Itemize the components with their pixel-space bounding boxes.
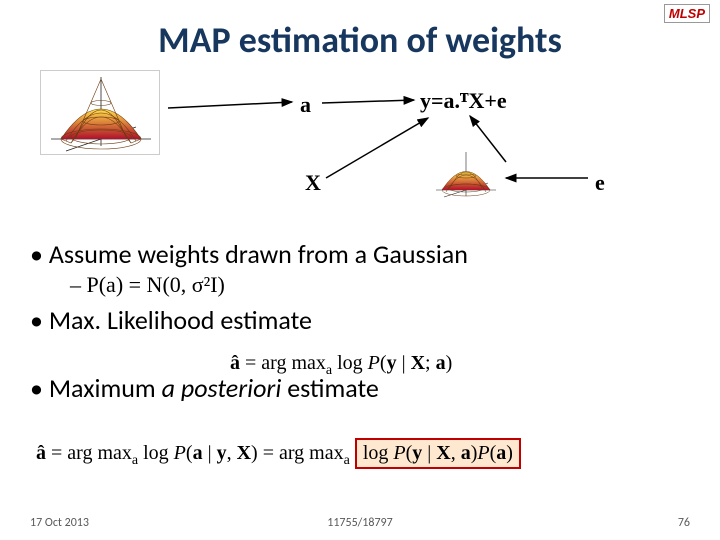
- footer-page-number: 76: [678, 516, 690, 530]
- sub-bullet-prior: – P(a) = N(0, σ²I): [70, 272, 690, 298]
- bullet-ml: • Max. Likelihood estimate: [30, 304, 690, 336]
- label-equation: y=a.ᵀX+e: [420, 88, 507, 114]
- bullet-list: • Assume weights drawn from a Gaussian –…: [30, 238, 690, 410]
- label-a: a: [300, 92, 311, 118]
- formula-map-boxed: log P(y | X, a)P(a): [355, 438, 521, 469]
- gaussian-figure-e: [430, 148, 502, 200]
- bullet-map-pre: • Maximum: [30, 372, 162, 404]
- diagram-area: a y=a.ᵀX+e X e: [40, 70, 680, 230]
- page-title: MAP estimation of weights: [0, 18, 720, 62]
- slide: MLSP MAP estimation of weights: [0, 0, 720, 540]
- gaussian-svg-e: [430, 148, 502, 200]
- gaussian-figure-a: [40, 70, 160, 155]
- label-x: X: [305, 170, 321, 196]
- formula-map: â = arg maxa log P(a | y, X) = arg maxa …: [36, 438, 521, 469]
- footer-course: 11755/18797: [0, 516, 720, 530]
- bullet-assume: • Assume weights drawn from a Gaussian: [30, 238, 690, 270]
- gaussian-svg-a: [41, 71, 161, 156]
- formula-ml: â = arg maxa log P(y | X; a): [230, 352, 452, 379]
- label-e: e: [595, 170, 605, 196]
